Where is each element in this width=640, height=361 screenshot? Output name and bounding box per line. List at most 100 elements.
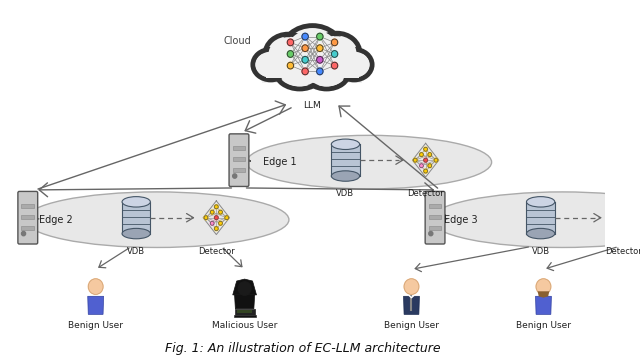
Circle shape [233, 174, 237, 178]
Ellipse shape [265, 34, 311, 74]
Circle shape [429, 231, 433, 236]
Bar [527, 202, 555, 234]
Circle shape [287, 62, 294, 69]
Ellipse shape [304, 56, 349, 89]
Circle shape [219, 221, 222, 225]
Circle shape [434, 158, 438, 162]
Polygon shape [233, 279, 257, 295]
Circle shape [287, 39, 294, 46]
Bar [262, 65, 362, 83]
Circle shape [621, 227, 625, 231]
Circle shape [317, 56, 323, 63]
Text: Cloud: Cloud [223, 36, 251, 46]
Polygon shape [536, 296, 552, 314]
Bar [21, 204, 34, 208]
Text: Detector: Detector [198, 248, 235, 256]
Ellipse shape [339, 52, 369, 78]
Circle shape [618, 221, 621, 225]
Text: Detector: Detector [605, 248, 640, 256]
Circle shape [428, 153, 431, 157]
Ellipse shape [332, 139, 360, 149]
Bar [122, 202, 150, 234]
Ellipse shape [275, 53, 324, 89]
Circle shape [413, 158, 417, 162]
Bar [234, 315, 256, 317]
Circle shape [536, 279, 551, 294]
Text: LLM: LLM [303, 101, 321, 110]
Bar [21, 226, 34, 230]
Circle shape [424, 147, 428, 151]
Circle shape [618, 210, 621, 214]
Text: Detector: Detector [407, 189, 444, 198]
Bar [232, 146, 245, 150]
Ellipse shape [282, 26, 343, 78]
Circle shape [214, 227, 218, 231]
Ellipse shape [253, 49, 289, 80]
Text: VDB: VDB [532, 248, 550, 256]
Circle shape [621, 205, 625, 209]
Text: Benign User: Benign User [516, 321, 571, 330]
Circle shape [626, 210, 630, 214]
Circle shape [317, 33, 323, 40]
Circle shape [287, 51, 294, 57]
Circle shape [22, 231, 26, 236]
Text: Malicious User: Malicious User [212, 321, 277, 330]
Ellipse shape [332, 171, 360, 181]
Text: Fig. 1: An illustration of EC-LLM architecture: Fig. 1: An illustration of EC-LLM archit… [165, 342, 441, 355]
Bar [429, 226, 442, 230]
Circle shape [317, 45, 323, 52]
Circle shape [621, 216, 625, 220]
Ellipse shape [122, 197, 150, 207]
FancyBboxPatch shape [18, 191, 38, 244]
Circle shape [225, 216, 228, 220]
Ellipse shape [279, 56, 321, 86]
Polygon shape [235, 295, 255, 309]
Circle shape [424, 169, 428, 173]
Circle shape [420, 153, 423, 157]
Ellipse shape [527, 197, 555, 207]
Ellipse shape [317, 36, 356, 70]
Ellipse shape [255, 52, 286, 78]
Text: Edge 1: Edge 1 [264, 157, 297, 167]
Bar [332, 144, 360, 176]
Ellipse shape [430, 192, 640, 248]
Circle shape [332, 39, 338, 46]
Bar [266, 63, 358, 78]
Circle shape [302, 45, 308, 52]
Circle shape [88, 279, 103, 294]
Text: Edge 3: Edge 3 [444, 215, 478, 225]
Ellipse shape [246, 135, 492, 189]
Ellipse shape [314, 33, 360, 73]
Circle shape [302, 68, 308, 75]
Circle shape [332, 62, 338, 69]
Polygon shape [88, 296, 104, 314]
Ellipse shape [25, 192, 289, 248]
Text: VDB: VDB [127, 248, 145, 256]
Circle shape [302, 33, 308, 40]
Circle shape [428, 164, 431, 168]
Circle shape [420, 164, 423, 168]
Circle shape [332, 51, 338, 57]
Bar [237, 310, 252, 313]
Circle shape [238, 282, 251, 295]
Circle shape [211, 221, 214, 225]
Polygon shape [404, 296, 419, 314]
Bar [235, 309, 255, 315]
Circle shape [214, 205, 218, 209]
Text: Benign User: Benign User [68, 321, 123, 330]
Bar [429, 215, 442, 219]
Circle shape [626, 221, 630, 225]
Circle shape [317, 68, 323, 75]
Text: VDB: VDB [337, 189, 355, 198]
Polygon shape [538, 291, 549, 298]
Bar [21, 215, 34, 219]
Circle shape [214, 216, 218, 220]
Circle shape [211, 210, 214, 214]
Text: Edge 2: Edge 2 [39, 215, 73, 225]
Ellipse shape [286, 30, 339, 74]
Ellipse shape [308, 58, 346, 86]
Circle shape [632, 216, 636, 220]
Circle shape [204, 216, 208, 220]
Ellipse shape [527, 229, 555, 239]
FancyBboxPatch shape [229, 134, 249, 186]
